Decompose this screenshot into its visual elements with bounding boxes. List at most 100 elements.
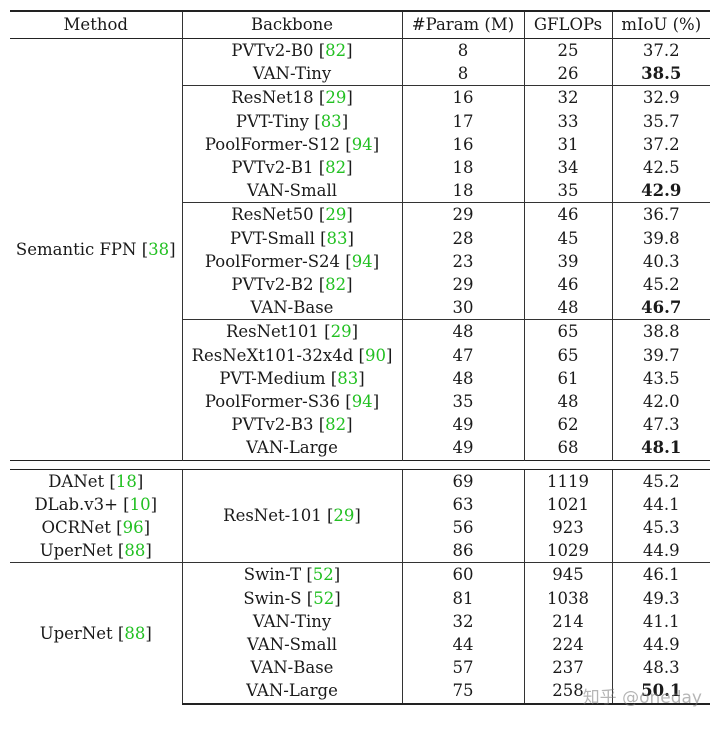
header-backbone: Backbone — [181, 11, 402, 39]
backbone-cell-text: PVTv2-B1 — [231, 158, 314, 178]
table-row: PoolFormer-S36 [94] 35 48 42.0 — [10, 390, 710, 414]
miou-cell: 44.9 — [611, 539, 710, 563]
backbone-cell: PoolFormer-S24 [94] — [181, 249, 402, 274]
backbone-cell: PoolFormer-S36 [94] — [181, 390, 402, 414]
gflops-cell: 46 — [523, 273, 612, 297]
method-cell: UperNet [88] — [10, 562, 182, 704]
backbone-cell: VAN-Small — [181, 179, 402, 203]
table-row: DLab.v3+ [10] 63 1021 44.1 — [10, 492, 710, 517]
gflops-cell: 39 — [523, 249, 612, 274]
table-row: UperNet [88] 86 1029 44.9 — [10, 539, 710, 563]
table-body: Semantic FPN [38] PVTv2-B0 [82] 8 25 37.2 VAN… — [10, 38, 710, 705]
param-cell: 49 — [401, 436, 524, 461]
backbone-cell: ResNet-101 [29] — [181, 469, 402, 563]
citation-ref: 29 — [325, 205, 347, 225]
header-param: #Param (M) — [401, 11, 524, 39]
method-cell: OCRNet [96] — [41, 518, 151, 538]
gflops-cell: 1029 — [523, 539, 612, 563]
citation-ref: 82 — [325, 158, 347, 178]
backbone-cell: PoolFormer-S12 [94] — [181, 132, 402, 157]
miou-cell: 37.2 — [611, 132, 710, 157]
param-cell: 16 — [401, 85, 524, 110]
miou-cell: 46.7 — [611, 296, 710, 320]
param-cell: 63 — [401, 492, 524, 517]
miou-cell: 44.9 — [611, 633, 710, 657]
backbone-cell-text: PVTv2-B2 — [231, 275, 314, 295]
miou-cell: 43.5 — [611, 366, 710, 391]
table-row: Semantic FPN [38] PVTv2-B0 [82] 8 25 37.2 — [10, 38, 710, 259]
backbone-cell: PVTv2-B0 [82] — [181, 38, 402, 63]
miou-cell: 48.3 — [611, 656, 710, 680]
backbone-cell: VAN-Base — [181, 656, 402, 680]
gflops-cell: 923 — [523, 516, 612, 540]
citation-ref: 96 — [122, 518, 144, 538]
section-gap-cell — [10, 459, 710, 470]
gflops-cell: 34 — [523, 156, 612, 180]
param-cell: 17 — [401, 109, 524, 133]
table-row: ResNeXt101-32x4d [90] 47 65 39.7 — [10, 343, 710, 367]
param-cell: 29 — [401, 202, 524, 227]
citation-ref: 83 — [320, 111, 342, 131]
table-row: PVTv2-B1 [82] 18 34 42.5 — [10, 156, 710, 180]
backbone-cell: ResNet101 [29] — [181, 319, 402, 344]
param-cell: 49 — [401, 413, 524, 437]
backbone-cell: VAN-Tiny — [181, 62, 402, 86]
miou-cell: 39.8 — [611, 226, 710, 250]
table-row: ResNet50 [29] 29 46 36.7 — [10, 202, 710, 227]
header-miou: mIoU (%) — [611, 11, 710, 39]
citation-ref: 38 — [148, 239, 170, 259]
header-gflops: GFLOPs — [523, 11, 612, 39]
param-cell: 8 — [401, 62, 524, 86]
miou-cell: 45.2 — [611, 273, 710, 297]
table-row: VAN-Base 30 48 46.7 — [10, 296, 710, 320]
gflops-cell: 45 — [523, 226, 612, 250]
gflops-cell: 48 — [523, 296, 612, 320]
backbone-cell: VAN-Large — [181, 436, 402, 461]
param-cell: 18 — [401, 156, 524, 180]
table-row: UperNet [88] Swin-T [52] 60 945 46.1 — [10, 562, 710, 704]
table-row: VAN-Large 49 68 48.1 — [10, 436, 710, 461]
miou-cell: 38.5 — [611, 62, 710, 86]
param-cell: 81 — [401, 586, 524, 610]
table-row: PVTv2-B3 [82] 49 62 47.3 — [10, 413, 710, 437]
method-cell-text: DLab.v3+ — [34, 494, 118, 514]
citation-ref: 83 — [326, 228, 348, 248]
backbone-cell-text: PoolFormer-S24 — [204, 251, 340, 271]
miou-cell: 40.3 — [611, 249, 710, 274]
miou-cell: 39.7 — [611, 343, 710, 367]
backbone-cell: PVTv2-B2 [82] — [181, 273, 402, 297]
citation-ref: 94 — [351, 251, 373, 271]
gflops-cell: 25 — [523, 38, 612, 63]
citation-ref: 94 — [351, 392, 373, 412]
param-cell: 16 — [401, 132, 524, 157]
backbone-cell-text: PoolFormer-S12 — [204, 134, 340, 154]
gflops-cell: 61 — [523, 366, 612, 391]
method-cell-text: OCRNet — [41, 518, 111, 538]
backbone-cell-text: VAN-Tiny — [252, 64, 332, 84]
miou-cell: 36.7 — [611, 202, 710, 227]
miou-cell: 45.2 — [611, 469, 710, 493]
citation-ref: 88 — [124, 541, 146, 561]
miou-cell: 42.9 — [611, 179, 710, 203]
table-row: PVT-Tiny [83] 17 33 35.7 — [10, 109, 710, 133]
param-cell: 18 — [401, 179, 524, 203]
miou-cell: 41.1 — [611, 609, 710, 634]
table-row: VAN-Tiny 32 214 41.1 — [10, 609, 710, 634]
backbone-cell-text: ResNet101 — [225, 322, 319, 342]
table-row: PoolFormer-S12 [94] 16 31 37.2 — [10, 132, 710, 157]
citation-ref: 94 — [351, 134, 373, 154]
backbone-cell: VAN-Base — [181, 296, 402, 320]
miou-cell: 48.1 — [611, 436, 710, 461]
backbone-cell-text: VAN-Tiny — [252, 611, 332, 631]
backbone-cell: VAN-Large — [181, 679, 402, 705]
backbone-cell: PVTv2-B1 [82] — [181, 156, 402, 180]
backbone-cell-text: ResNeXt101-32x4d — [191, 345, 354, 365]
backbone-cell: ResNet18 [29] — [181, 85, 402, 110]
param-cell: 57 — [401, 656, 524, 680]
table-row: VAN-Small 18 35 42.9 — [10, 179, 710, 203]
gflops-cell: 65 — [523, 319, 612, 344]
backbone-cell-text: PVT-Small — [230, 228, 315, 248]
param-cell: 48 — [401, 366, 524, 391]
method-cell: UperNet [88] — [39, 541, 152, 561]
citation-ref: 52 — [313, 588, 335, 608]
